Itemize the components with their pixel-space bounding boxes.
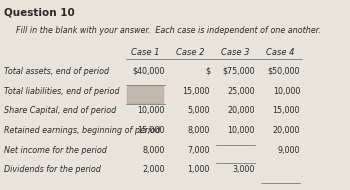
- Text: Total assets, end of period: Total assets, end of period: [5, 67, 110, 76]
- Text: 15,000: 15,000: [138, 126, 165, 135]
- Text: $: $: [205, 67, 210, 76]
- Text: Retained earnings, beginning of period: Retained earnings, beginning of period: [5, 126, 161, 135]
- Text: 8,000: 8,000: [142, 146, 165, 154]
- Text: 7,000: 7,000: [188, 146, 210, 154]
- Text: $50,000: $50,000: [267, 67, 300, 76]
- Text: 5,000: 5,000: [188, 106, 210, 115]
- Text: Total liabilities, end of period: Total liabilities, end of period: [5, 87, 120, 96]
- Text: Case 3: Case 3: [221, 48, 250, 57]
- Text: 8,000: 8,000: [188, 126, 210, 135]
- Text: Case 4: Case 4: [266, 48, 295, 57]
- Text: $40,000: $40,000: [133, 67, 165, 76]
- Text: Question 10: Question 10: [5, 7, 75, 17]
- Text: 10,000: 10,000: [228, 126, 255, 135]
- Text: Net income for the period: Net income for the period: [5, 146, 107, 154]
- Text: 20,000: 20,000: [228, 106, 255, 115]
- Text: 10,000: 10,000: [138, 106, 165, 115]
- Text: 20,000: 20,000: [273, 126, 300, 135]
- Bar: [127, 86, 163, 103]
- Text: 25,000: 25,000: [228, 87, 255, 96]
- Text: $75,000: $75,000: [222, 67, 255, 76]
- Text: 1,000: 1,000: [188, 165, 210, 174]
- Text: Dividends for the period: Dividends for the period: [5, 165, 101, 174]
- Text: 15,000: 15,000: [273, 106, 300, 115]
- Text: 10,000: 10,000: [273, 87, 300, 96]
- Text: Case 2: Case 2: [176, 48, 205, 57]
- Text: 2,000: 2,000: [142, 165, 165, 174]
- Text: Share Capital, end of period: Share Capital, end of period: [5, 106, 117, 115]
- Text: 9,000: 9,000: [278, 146, 300, 154]
- Text: Case 1: Case 1: [131, 48, 160, 57]
- Text: 3,000: 3,000: [233, 165, 255, 174]
- Text: 15,000: 15,000: [182, 87, 210, 96]
- Text: Fill in the blank with your answer.  Each case is independent of one another.: Fill in the blank with your answer. Each…: [16, 26, 321, 35]
